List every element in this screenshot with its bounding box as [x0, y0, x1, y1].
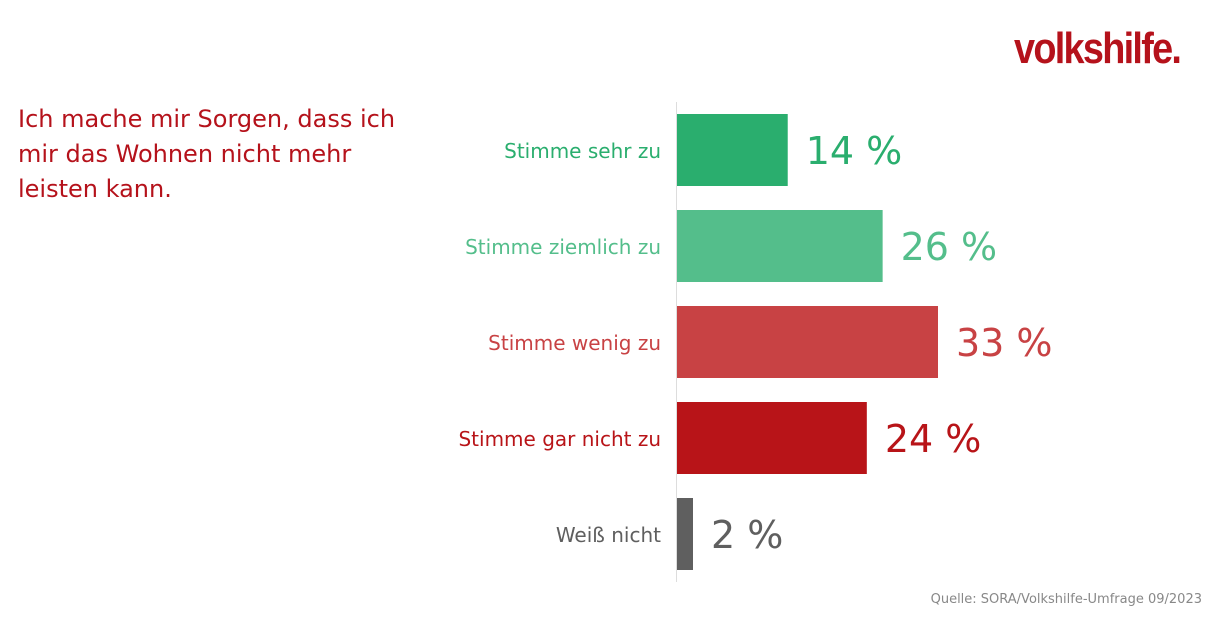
bar — [677, 498, 693, 570]
category-label: Stimme sehr zu — [504, 139, 661, 163]
category-label: Weiß nicht — [556, 523, 661, 547]
category-label: Stimme gar nicht zu — [458, 427, 661, 451]
category-label: Stimme wenig zu — [488, 331, 661, 355]
bar — [677, 210, 883, 282]
category-label: Stimme ziemlich zu — [465, 235, 661, 259]
value-label: 33 % — [956, 321, 1053, 365]
survey-question: Ich mache mir Sorgen, dass ich mir das W… — [18, 105, 396, 203]
value-label: 26 % — [901, 225, 998, 269]
bar — [677, 114, 788, 186]
bar — [677, 306, 938, 378]
bar — [677, 402, 867, 474]
source-note: Quelle: SORA/Volkshilfe-Umfrage 09/2023 — [930, 592, 1202, 607]
value-label: 2 % — [711, 513, 783, 557]
value-label: 24 % — [885, 417, 982, 461]
value-label: 14 % — [806, 129, 903, 173]
volkshilfe-logo: volkshilfe. — [1013, 24, 1182, 73]
